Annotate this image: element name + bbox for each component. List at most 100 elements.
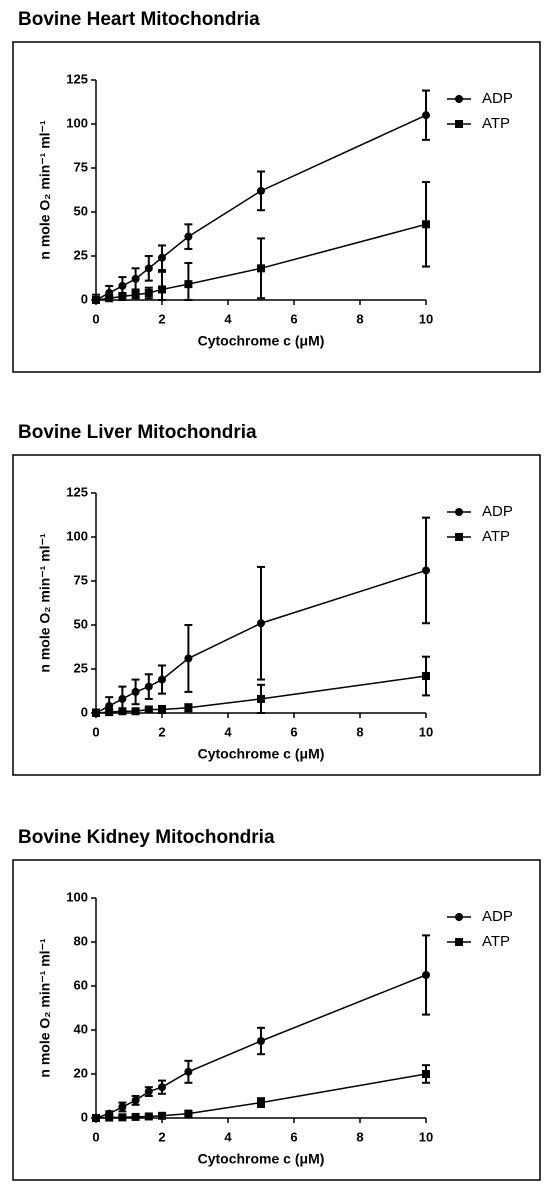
marker <box>184 703 193 712</box>
y-tick-label: 100 <box>66 115 88 130</box>
marker <box>92 296 100 304</box>
x-tick-label: 0 <box>92 311 99 326</box>
marker <box>144 705 153 714</box>
chart-title: Bovine Liver Mitochondria <box>18 422 257 443</box>
y-tick-label: 125 <box>66 484 88 499</box>
legend-label: ATP <box>482 933 510 950</box>
x-tick-label: 6 <box>290 311 297 326</box>
y-tick-label: 60 <box>74 977 88 992</box>
legend-label: ATP <box>482 115 510 132</box>
marker <box>131 274 140 283</box>
marker <box>422 672 430 681</box>
marker <box>144 1087 153 1096</box>
legend-label: ADP <box>482 90 513 107</box>
legend-marker <box>455 95 463 103</box>
marker <box>144 682 153 691</box>
x-axis-label: Cytochrome c (μM) <box>198 333 325 349</box>
marker <box>422 1070 430 1078</box>
marker <box>422 220 430 229</box>
marker <box>158 253 166 262</box>
x-tick-label: 4 <box>224 1129 232 1144</box>
marker <box>184 1109 193 1118</box>
marker <box>422 971 430 979</box>
legend-label: ADP <box>482 908 513 925</box>
marker <box>131 707 140 716</box>
legend-marker <box>455 508 463 516</box>
marker <box>184 232 193 241</box>
legend-label: ADP <box>482 503 513 520</box>
x-tick-label: 2 <box>158 1129 165 1144</box>
y-tick-label: 50 <box>74 203 88 218</box>
marker <box>422 111 430 120</box>
marker <box>118 292 127 301</box>
y-tick-label: 20 <box>74 1065 88 1080</box>
legend-marker <box>455 938 463 946</box>
x-tick-label: 0 <box>92 724 99 739</box>
marker <box>105 701 114 710</box>
x-tick-label: 2 <box>158 311 165 326</box>
x-tick-label: 4 <box>224 311 232 326</box>
panel-border <box>12 41 541 373</box>
marker <box>257 619 265 628</box>
chart-title: Bovine Kidney Mitochondria <box>18 827 275 848</box>
x-tick-label: 6 <box>290 1129 297 1144</box>
panel-border <box>12 859 541 1181</box>
y-tick-label: 25 <box>74 247 88 262</box>
x-axis-label: Cytochrome c (μM) <box>198 746 325 762</box>
y-tick-label: 100 <box>66 889 88 904</box>
y-tick-label: 75 <box>74 159 88 174</box>
marker <box>184 280 193 289</box>
marker <box>158 675 166 684</box>
marker <box>105 294 114 303</box>
marker <box>257 186 265 195</box>
legend-marker <box>455 120 463 128</box>
marker <box>257 1098 265 1107</box>
x-tick-label: 10 <box>419 311 433 326</box>
marker <box>131 1112 140 1121</box>
marker <box>257 1037 265 1045</box>
y-tick-label: 75 <box>74 572 88 587</box>
marker <box>257 694 265 703</box>
x-tick-label: 8 <box>356 1129 363 1144</box>
marker <box>158 1111 166 1120</box>
y-tick-label: 25 <box>74 660 88 675</box>
y-tick-label: 0 <box>81 704 88 719</box>
y-axis-label: n mole O₂ min⁻¹ ml⁻¹ <box>37 938 53 1078</box>
x-tick-label: 6 <box>290 724 297 739</box>
marker <box>184 654 193 663</box>
y-tick-label: 0 <box>81 291 88 306</box>
marker <box>118 694 127 703</box>
marker <box>118 707 127 716</box>
x-tick-label: 4 <box>224 724 232 739</box>
marker <box>131 290 140 299</box>
marker <box>131 687 140 696</box>
panel-border <box>12 454 541 776</box>
y-tick-label: 100 <box>66 528 88 543</box>
marker <box>257 264 265 273</box>
x-tick-label: 10 <box>419 724 433 739</box>
y-tick-label: 80 <box>74 933 88 948</box>
marker <box>105 1113 114 1122</box>
marker <box>144 264 153 273</box>
x-axis-label: Cytochrome c (μM) <box>198 1151 325 1167</box>
marker <box>118 1103 127 1111</box>
legend-label: ATP <box>482 528 510 545</box>
marker <box>144 288 153 297</box>
marker <box>118 281 127 290</box>
x-tick-label: 0 <box>92 1129 99 1144</box>
marker <box>158 705 166 714</box>
marker <box>118 1113 127 1122</box>
y-tick-label: 125 <box>66 71 88 86</box>
marker <box>131 1096 140 1105</box>
y-axis-label: n mole O₂ min⁻¹ ml⁻¹ <box>37 533 53 673</box>
marker <box>144 1112 153 1121</box>
marker <box>105 708 114 717</box>
marker <box>158 285 166 294</box>
chart-title: Bovine Heart Mitochondria <box>18 9 260 30</box>
x-tick-label: 2 <box>158 724 165 739</box>
y-tick-label: 0 <box>81 1109 88 1124</box>
y-axis-label: n mole O₂ min⁻¹ ml⁻¹ <box>37 120 53 260</box>
y-tick-label: 50 <box>74 616 88 631</box>
legend-marker <box>455 533 463 541</box>
